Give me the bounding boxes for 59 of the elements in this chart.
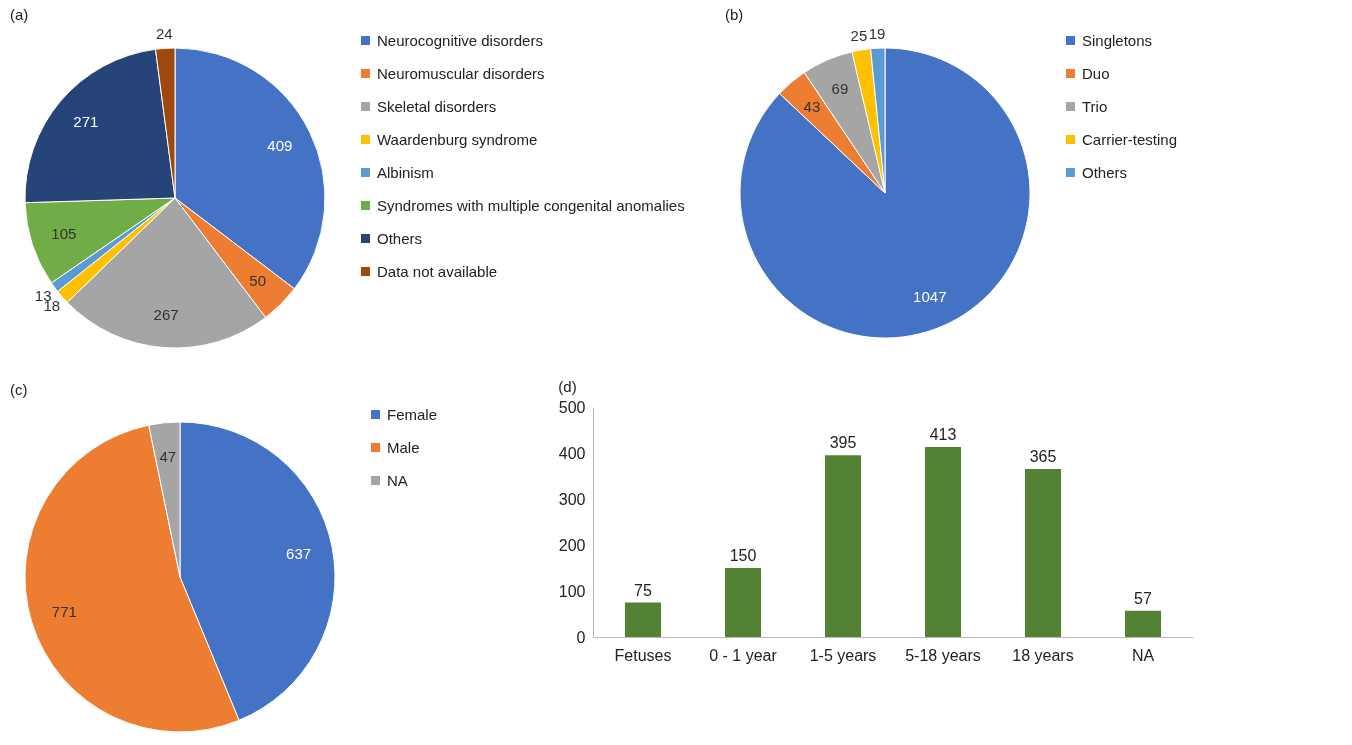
legend-label: Waardenburg syndrome [377,130,538,148]
legend-label: Data not available [377,262,498,280]
bar [925,447,961,637]
chart-title: (b) [725,6,744,24]
data-label: 57 [1134,589,1152,607]
legend-label: Others [377,229,423,247]
y-tick-label: 100 [558,582,586,600]
legend-label: Others [1082,163,1128,181]
chart-title: (c) [10,380,28,398]
data-label: 47 [159,447,177,465]
data-label: 69 [831,80,849,98]
data-label: 24 [155,25,173,43]
data-label: 365 [1029,448,1057,466]
bar [1125,610,1161,637]
legend-label: Male [387,438,420,456]
x-tick-label: NA [1131,646,1155,664]
data-label: 150 [729,547,757,564]
y-tick-label: 200 [558,536,586,554]
x-tick-label: Fetuses [614,646,672,664]
legend-label: Neurocognitive disorders [377,31,543,49]
data-label: 637 [286,544,312,562]
x-tick-label: 0 - 1 year [709,646,778,664]
legend-label: Trio [1082,97,1108,115]
legend-label: Female [387,405,438,423]
data-label: 271 [73,113,99,131]
data-label: 25 [850,27,868,45]
data-label: 413 [929,426,957,444]
bar [725,568,761,637]
bar [1025,469,1061,637]
chart-title: (a) [10,6,29,24]
legend-label: Syndromes with multiple congenital anomalies [377,196,685,214]
pie-slice [739,47,1031,339]
data-label: 395 [829,434,857,452]
legend-label: Carrier-testing [1082,130,1178,148]
data-label: 43 [803,97,821,115]
chart-title: (d) [558,378,577,395]
legend-label: Singletons [1082,31,1153,49]
x-tick-label: 18 years [1012,646,1074,664]
bar [625,602,661,637]
data-label: 409 [267,137,293,155]
legend-label: Neuromuscular disorders [377,64,545,82]
data-label: 105 [51,225,77,243]
legend-label: Albinism [377,163,434,181]
legend-label: NA [387,471,408,489]
data-label: 267 [153,305,179,323]
legend-label: Skeletal disorders [377,97,497,115]
data-label: 75 [634,581,652,599]
data-label: 771 [51,603,77,621]
bar [825,455,861,637]
data-label: 50 [249,271,267,289]
y-tick-label: 300 [558,490,586,508]
x-tick-label: 5-18 years [905,646,981,664]
data-label: 1047 [913,287,947,305]
x-tick-label: 1-5 years [809,646,877,664]
y-tick-label: 400 [558,444,586,462]
y-tick-label: 0 [576,628,586,646]
y-tick-label: 500 [558,398,586,416]
data-label: 19 [868,25,886,43]
legend-label: Duo [1082,64,1110,82]
